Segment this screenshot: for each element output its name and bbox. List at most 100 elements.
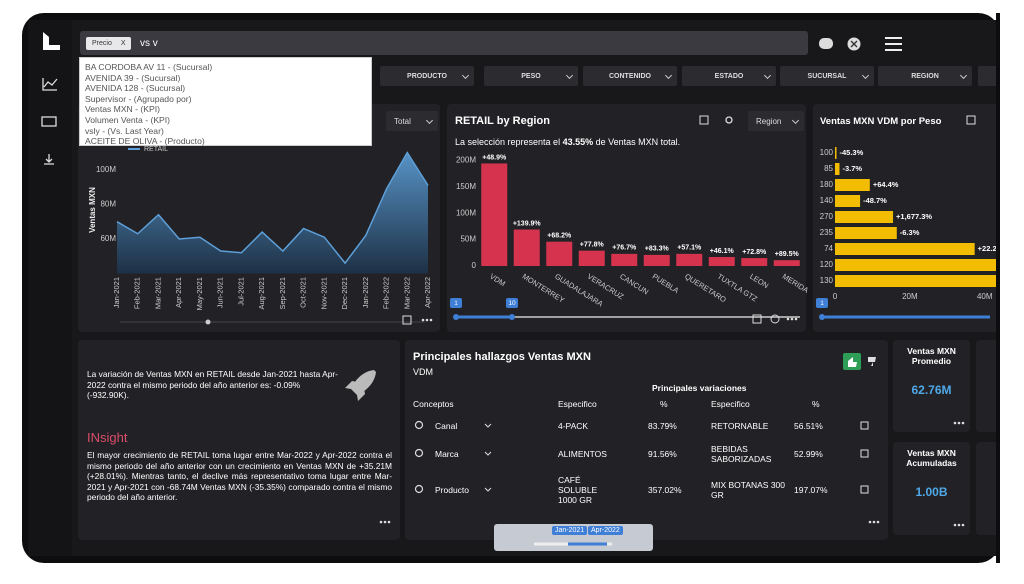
- table-cell: 197.07%: [794, 485, 828, 495]
- x-tick-label: 0: [833, 292, 838, 301]
- more-icon: [387, 520, 391, 524]
- bulb-icon: [414, 448, 424, 458]
- column-header: %: [812, 399, 820, 409]
- logo[interactable]: [43, 32, 60, 50]
- table-cell: 91.56%: [648, 449, 677, 459]
- x-tick-label: LEON: [748, 272, 770, 290]
- table-cell: 56.51%: [794, 421, 823, 431]
- dimension-dropdown[interactable]: Region: [748, 111, 804, 131]
- variation-label: +46.1%: [710, 248, 735, 255]
- scroll-handle: [205, 319, 211, 325]
- feedback-icons: [843, 353, 876, 370]
- hbar-plot: 0 20M 40M 100 -45.3% 85 -3.7% 180 +64.4% 140 -48.7…: [816, 147, 996, 320]
- suggestion[interactable]: ACEITE DE OLIVA - (Producto): [85, 136, 205, 147]
- x-tick-label: Jan-2022: [361, 277, 370, 308]
- suggestion[interactable]: Supervisor - (Agrupado por): [85, 93, 192, 104]
- measure-dropdown[interactable]: Total: [386, 111, 438, 131]
- suggestion[interactable]: Volumen Venta - (KPI): [85, 114, 171, 125]
- suggestion[interactable]: BA CORDOBA AV 11 - (Sucursal): [85, 62, 213, 72]
- suggestion[interactable]: AVENIDA 39 - (Sucursal): [85, 72, 181, 83]
- y-tick-label: 180: [820, 180, 834, 189]
- y-tick-label: 120: [820, 260, 834, 269]
- variation-label: +72.8%: [742, 249, 767, 256]
- more-icon: [379, 520, 383, 524]
- y-tick-label: 100: [820, 148, 834, 157]
- insight-title: INsight: [87, 430, 128, 445]
- y-tick-label: 235: [820, 228, 834, 237]
- menu-icon[interactable]: [885, 37, 902, 51]
- variation-label: +57.1%: [677, 245, 702, 252]
- range-track: [534, 542, 612, 546]
- table-icon: [402, 315, 412, 325]
- filter-dropdown[interactable]: SUCURSAL: [780, 66, 874, 86]
- filter-dropdown[interactable]: ESTADO: [682, 66, 776, 86]
- group-header: Principales variaciones: [652, 383, 747, 393]
- x-tick-label: Aug-2021: [257, 277, 266, 310]
- search-bar[interactable]: [80, 31, 808, 55]
- filter-dropdown[interactable]: PESO: [484, 66, 578, 86]
- drill-icon: [860, 485, 869, 494]
- bulb-icon: [414, 484, 424, 494]
- suggestion[interactable]: Ventas MXN - (KPI): [85, 104, 160, 115]
- table-cell: 4-PACK: [558, 421, 589, 431]
- x-tick-label: Jul-2021: [236, 277, 245, 306]
- tag-icon[interactable]: [819, 38, 833, 49]
- x-tick-label: Mar-2021: [153, 277, 162, 309]
- line: [116, 151, 429, 265]
- y-tick-label: 100M: [456, 208, 476, 217]
- monitor-icon[interactable]: [41, 116, 57, 127]
- sidebar-bg: [28, 20, 72, 556]
- sidebar: [28, 20, 72, 556]
- range-handle: [453, 314, 459, 320]
- x-tick-label: Apr-2021: [174, 277, 183, 308]
- column-header: %: [660, 399, 668, 409]
- bar: [835, 227, 897, 239]
- bar: [546, 241, 573, 266]
- range-handle: [819, 314, 825, 320]
- search-chip[interactable]: Precio X: [86, 37, 131, 50]
- more-icon: [786, 317, 790, 321]
- dislike-button[interactable]: [868, 357, 876, 366]
- variation-label: -45.3%: [839, 148, 863, 157]
- search-query[interactable]: vs v: [140, 38, 158, 49]
- more-icon: [876, 520, 880, 524]
- x-tick-label: Jan-2021: [112, 277, 121, 308]
- expand-chevron: [484, 487, 492, 492]
- range-label: 1: [454, 300, 458, 307]
- suggestion[interactable]: vsly - (Vs. Last Year): [85, 125, 164, 136]
- area-fill: [117, 152, 428, 274]
- variation-label: +139.9%: [513, 220, 542, 227]
- filter-dropdown[interactable]: CONTENIDO: [583, 66, 677, 86]
- findings-subtitle: VDM: [413, 367, 433, 377]
- chip-close[interactable]: X: [120, 40, 126, 47]
- suggestion[interactable]: AVENIDA 128 - (Sucursal): [85, 83, 186, 94]
- y-tick-label: 100M: [96, 165, 116, 174]
- chart-icon[interactable]: [42, 78, 58, 91]
- bar: [835, 179, 870, 191]
- variation-label: +64.4%: [873, 180, 899, 189]
- insight-summary: La variación de Ventas MXN en RETAIL des…: [87, 369, 338, 401]
- range-chip: [450, 298, 462, 308]
- variation-label: -3.7%: [842, 164, 862, 173]
- x-tick-label: Dec-2021: [340, 277, 349, 310]
- bar: [835, 211, 894, 223]
- x-tick-label: Feb-2021: [133, 277, 142, 309]
- bar: [773, 260, 800, 266]
- panel-insight: [78, 340, 400, 540]
- filter-dropdown[interactable]: PRODUCTO: [380, 66, 474, 86]
- download-icon[interactable]: [44, 154, 54, 165]
- range-start: Jan-2021: [552, 526, 588, 535]
- more-icon: [961, 523, 965, 527]
- x-tick-label: Mar-2022: [402, 277, 411, 309]
- more-icon: [957, 421, 961, 425]
- more-icon: [953, 523, 957, 527]
- variation-label: -48.7%: [863, 196, 887, 205]
- filter-dropdown[interactable]: REGION: [878, 66, 972, 86]
- bar: [835, 195, 861, 207]
- table-cell: 52.99%: [794, 449, 823, 459]
- legend-label: RETAIL: [144, 146, 168, 153]
- y-tick-label: 130: [820, 276, 834, 285]
- more-icon: [872, 520, 876, 524]
- x-tick-label: Feb-2022: [382, 277, 391, 309]
